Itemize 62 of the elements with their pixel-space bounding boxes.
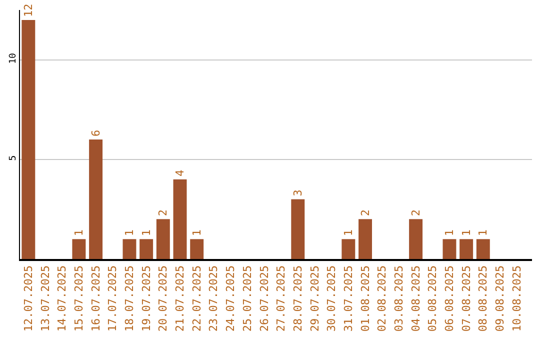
- x-tick-label: 17.07.2025: [106, 265, 120, 332]
- y-tick-label: 5: [8, 155, 18, 161]
- bar: [89, 139, 103, 259]
- bar: [173, 179, 187, 259]
- bar: [291, 199, 305, 259]
- x-tick-label: 09.08.2025: [494, 265, 507, 332]
- x-tick-label: 22.07.2025: [190, 265, 204, 332]
- data-label: 1: [476, 229, 490, 236]
- data-label: 2: [156, 210, 170, 216]
- x-tick-label: 08.08.2025: [476, 265, 490, 332]
- x-tick-label: 31.07.2025: [342, 265, 355, 332]
- bar: [22, 20, 36, 259]
- bar: [72, 239, 86, 259]
- data-label: 1: [140, 229, 153, 236]
- x-tick-label: 18.07.2025: [123, 265, 136, 332]
- bar: [460, 239, 474, 259]
- x-tick-label: 23.07.2025: [207, 265, 220, 332]
- x-tick-label: 07.08.2025: [460, 265, 473, 332]
- data-label: 2: [409, 210, 422, 216]
- data-label: 4: [174, 169, 186, 176]
- data-label: 1: [72, 229, 86, 236]
- x-tick-label: 12.07.2025: [22, 265, 35, 332]
- x-tick-label: 25.07.2025: [240, 265, 254, 332]
- data-label: 1: [122, 229, 136, 236]
- x-tick-label: 15.07.2025: [72, 265, 86, 332]
- bar: [190, 239, 204, 259]
- bar: [342, 239, 356, 259]
- x-tick-label: 10.08.2025: [510, 265, 524, 332]
- x-tick-label: 01.08.2025: [358, 265, 372, 332]
- bar: [358, 219, 372, 259]
- data-label: 12: [22, 4, 35, 17]
- x-tick-label: 14.07.2025: [56, 265, 69, 332]
- data-label: 1: [190, 229, 204, 236]
- x-tick-label: 04.08.2025: [409, 265, 422, 332]
- x-tick-label: 05.08.2025: [426, 265, 440, 332]
- x-tick-label: 29.07.2025: [308, 265, 322, 332]
- x-tick-label: 06.08.2025: [443, 265, 456, 332]
- x-tick-label: 02.08.2025: [376, 265, 389, 332]
- data-label: 6: [89, 130, 102, 136]
- data-label: 1: [442, 229, 456, 236]
- x-tick-label: 30.07.2025: [325, 265, 338, 332]
- x-tick-label: 27.07.2025: [274, 265, 288, 332]
- x-tick-label: 24.07.2025: [224, 265, 238, 332]
- x-tick-label: 03.08.2025: [392, 265, 406, 332]
- x-tick-label: 28.07.2025: [291, 265, 304, 332]
- bar: [156, 219, 170, 259]
- bar: [442, 239, 456, 259]
- x-tick-label: 16.07.2025: [89, 265, 102, 332]
- bar: [122, 239, 136, 259]
- x-tick-label: 19.07.2025: [140, 265, 153, 332]
- data-label: 2: [358, 210, 372, 216]
- bar: [140, 239, 154, 259]
- data-label: 1: [460, 229, 473, 236]
- bar: [409, 219, 423, 259]
- data-label: 3: [291, 190, 304, 196]
- x-tick-label: 26.07.2025: [258, 265, 271, 332]
- x-tick-label: 21.07.2025: [174, 265, 187, 332]
- x-tick-label: 13.07.2025: [38, 265, 52, 332]
- x-tick-label: 20.07.2025: [156, 265, 170, 332]
- y-tick-label: 10: [8, 53, 18, 64]
- bar: [476, 239, 490, 259]
- data-label: 1: [342, 229, 355, 236]
